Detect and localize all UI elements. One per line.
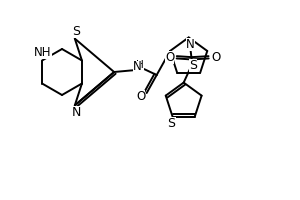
Text: N: N — [186, 38, 195, 51]
Text: NH: NH — [34, 46, 52, 59]
Text: H: H — [136, 60, 144, 70]
Text: S: S — [72, 25, 80, 38]
Text: S: S — [168, 117, 176, 130]
Text: N: N — [133, 60, 141, 73]
Text: O: O — [211, 51, 220, 64]
Text: S: S — [189, 59, 197, 72]
Text: O: O — [136, 90, 145, 102]
Text: N: N — [72, 106, 82, 119]
Text: O: O — [165, 51, 174, 64]
